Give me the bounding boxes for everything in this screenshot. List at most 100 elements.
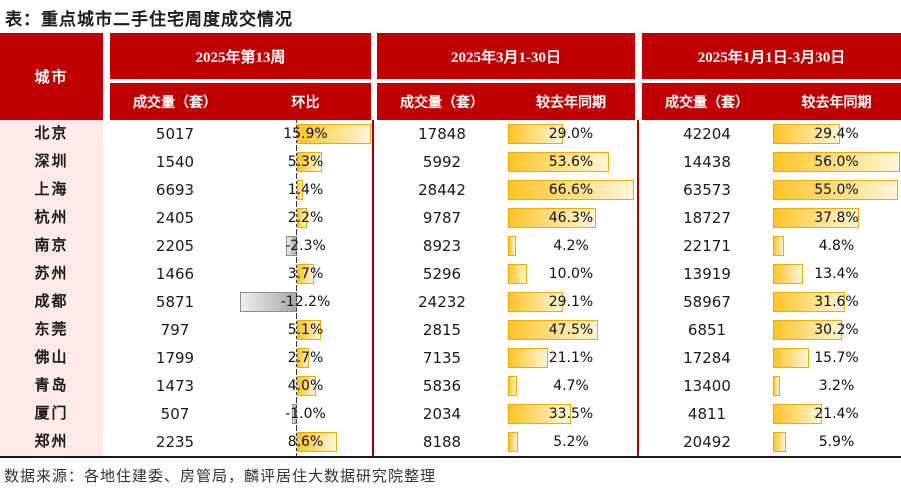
week-change-cell: 4.0% [240,372,371,400]
mar-change-bar [508,180,635,200]
city-cell: 佛山 [0,344,103,372]
week-change-bar [296,376,316,396]
mar-change-cell: 66.6% [507,176,635,204]
week-change-bar [296,180,304,200]
ytd-volume-cell: 42204 [683,125,731,143]
header-group-week13: 2025年第13周 [110,33,371,79]
header-ytd-change: 较去年同期 [801,95,872,111]
week-change-label: 3.7% [287,266,324,282]
mar-change-cell: 4.2% [507,232,635,260]
table-row: 厦门 507 -1.0% 2034 33.5% 4811 21.4% [0,400,901,428]
week-volume-cell: 797 [160,321,190,339]
mar-volume-cell: 8188 [422,433,462,451]
mar-change-cell: 21.1% [507,344,635,372]
mar-change-bar [508,264,527,284]
mar-change-label: 10.0% [548,266,594,282]
ytd-change-cell: 30.2% [772,316,901,344]
ytd-volume-cell: 6851 [687,321,727,339]
ytd-change-bar [773,320,842,340]
mar-change-cell: 53.6% [507,148,635,176]
ytd-change-bar [773,264,804,284]
mar-change-cell: 10.0% [507,260,635,288]
header-group-march: 2025年3月1-30日 [377,33,635,79]
city-cell: 东莞 [0,316,103,344]
ytd-change-label: 29.4% [814,126,859,142]
mar-change-label: 4.2% [553,238,589,254]
ytd-change-bar [773,180,898,200]
table-row: 郑州 2235 8.6% 8188 5.2% 20492 5.9% [0,428,901,456]
ytd-change-bar [773,152,901,172]
mar-change-bar [508,376,517,396]
mar-change-bar [508,124,563,144]
ytd-change-bar [773,376,781,396]
week-change-label: 2.2% [287,210,324,226]
ytd-volume-cell: 13400 [683,377,731,395]
city-cell: 苏州 [0,260,103,288]
city-cell: 深圳 [0,148,103,176]
week-change-cell: 5.3% [240,148,371,176]
zero-axis-line [295,344,297,372]
mar-change-label: 29.0% [548,126,594,142]
week-volume-cell: 2235 [155,433,195,451]
zero-axis-line [295,204,297,232]
ytd-change-label: 30.2% [814,322,859,338]
week-volume-cell: 2405 [155,209,195,227]
week-change-label: 4.0% [287,378,324,394]
ytd-change-cell: 55.0% [772,176,901,204]
mar-volume-cell: 17848 [418,125,466,143]
week-volume-cell: 6693 [155,181,195,199]
week-change-bar [296,152,322,172]
zero-axis-line [295,428,297,456]
ytd-change-label: 55.0% [814,182,859,198]
week-change-label: -2.3% [285,238,326,254]
table-row: 成都 5871 -12.2% 24232 29.1% 58967 31.6% [0,288,901,316]
ytd-change-cell: 3.2% [772,372,901,400]
ytd-volume-cell: 18727 [683,209,731,227]
ytd-volume-cell: 22171 [683,237,731,255]
week-change-label: 5.3% [287,154,324,170]
mar-change-cell: 47.5% [507,316,635,344]
table-row: 杭州 2405 2.2% 9787 46.3% 18727 37.8% [0,204,901,232]
mar-change-label: 5.2% [553,434,589,450]
city-cell: 郑州 [0,428,103,456]
city-cell: 北京 [0,120,103,148]
week-change-bar [296,124,371,144]
week-change-bar [296,264,315,284]
city-cell: 上海 [0,176,103,204]
mar-change-bar [508,404,572,424]
header-week13-volume: 成交量（套） [133,95,217,111]
mar-volume-cell: 5836 [422,377,462,395]
week-change-label: -12.2% [280,294,331,310]
week-volume-cell: 5017 [155,125,195,143]
ytd-volume-cell: 58967 [683,293,731,311]
city-cell: 青岛 [0,372,103,400]
ytd-volume-cell: 13919 [683,265,731,283]
mar-change-cell: 4.7% [507,372,635,400]
zero-axis-line [295,400,297,428]
week-change-cell: 15.9% [240,120,371,148]
mar-volume-cell: 9787 [422,209,462,227]
zero-axis-line [295,176,297,204]
mar-volume-cell: 24232 [418,293,466,311]
week-change-label: 5.1% [287,322,324,338]
ytd-change-label: 37.8% [814,210,859,226]
table-row: 青岛 1473 4.0% 5836 4.7% 13400 3.2% [0,372,901,400]
ytd-change-cell: 4.8% [772,232,901,260]
ytd-change-cell: 37.8% [772,204,901,232]
week-change-label: 2.7% [287,350,324,366]
ytd-volume-cell: 63573 [683,181,731,199]
table-row: 南京 2205 -2.3% 8923 4.2% 22171 4.8% [0,232,901,260]
table-row: 东莞 797 5.1% 2815 47.5% 6851 30.2% [0,316,901,344]
ytd-volume-cell: 20492 [683,433,731,451]
zero-axis-line [295,232,297,260]
header-sub-march: 成交量（套） 较去年同期 [377,83,635,120]
header-march-change: 较去年同期 [536,95,606,111]
table-row: 苏州 1466 3.7% 5296 10.0% 13919 13.4% [0,260,901,288]
ytd-change-bar [773,348,809,368]
mar-change-label: 53.6% [548,154,594,170]
ytd-change-label: 13.4% [814,266,859,282]
table-row: 上海 6693 1.4% 28442 66.6% 63573 55.0% [0,176,901,204]
week-change-bar [296,432,337,452]
ytd-change-cell: 5.9% [772,428,901,456]
ytd-change-label: 56.0% [814,154,859,170]
